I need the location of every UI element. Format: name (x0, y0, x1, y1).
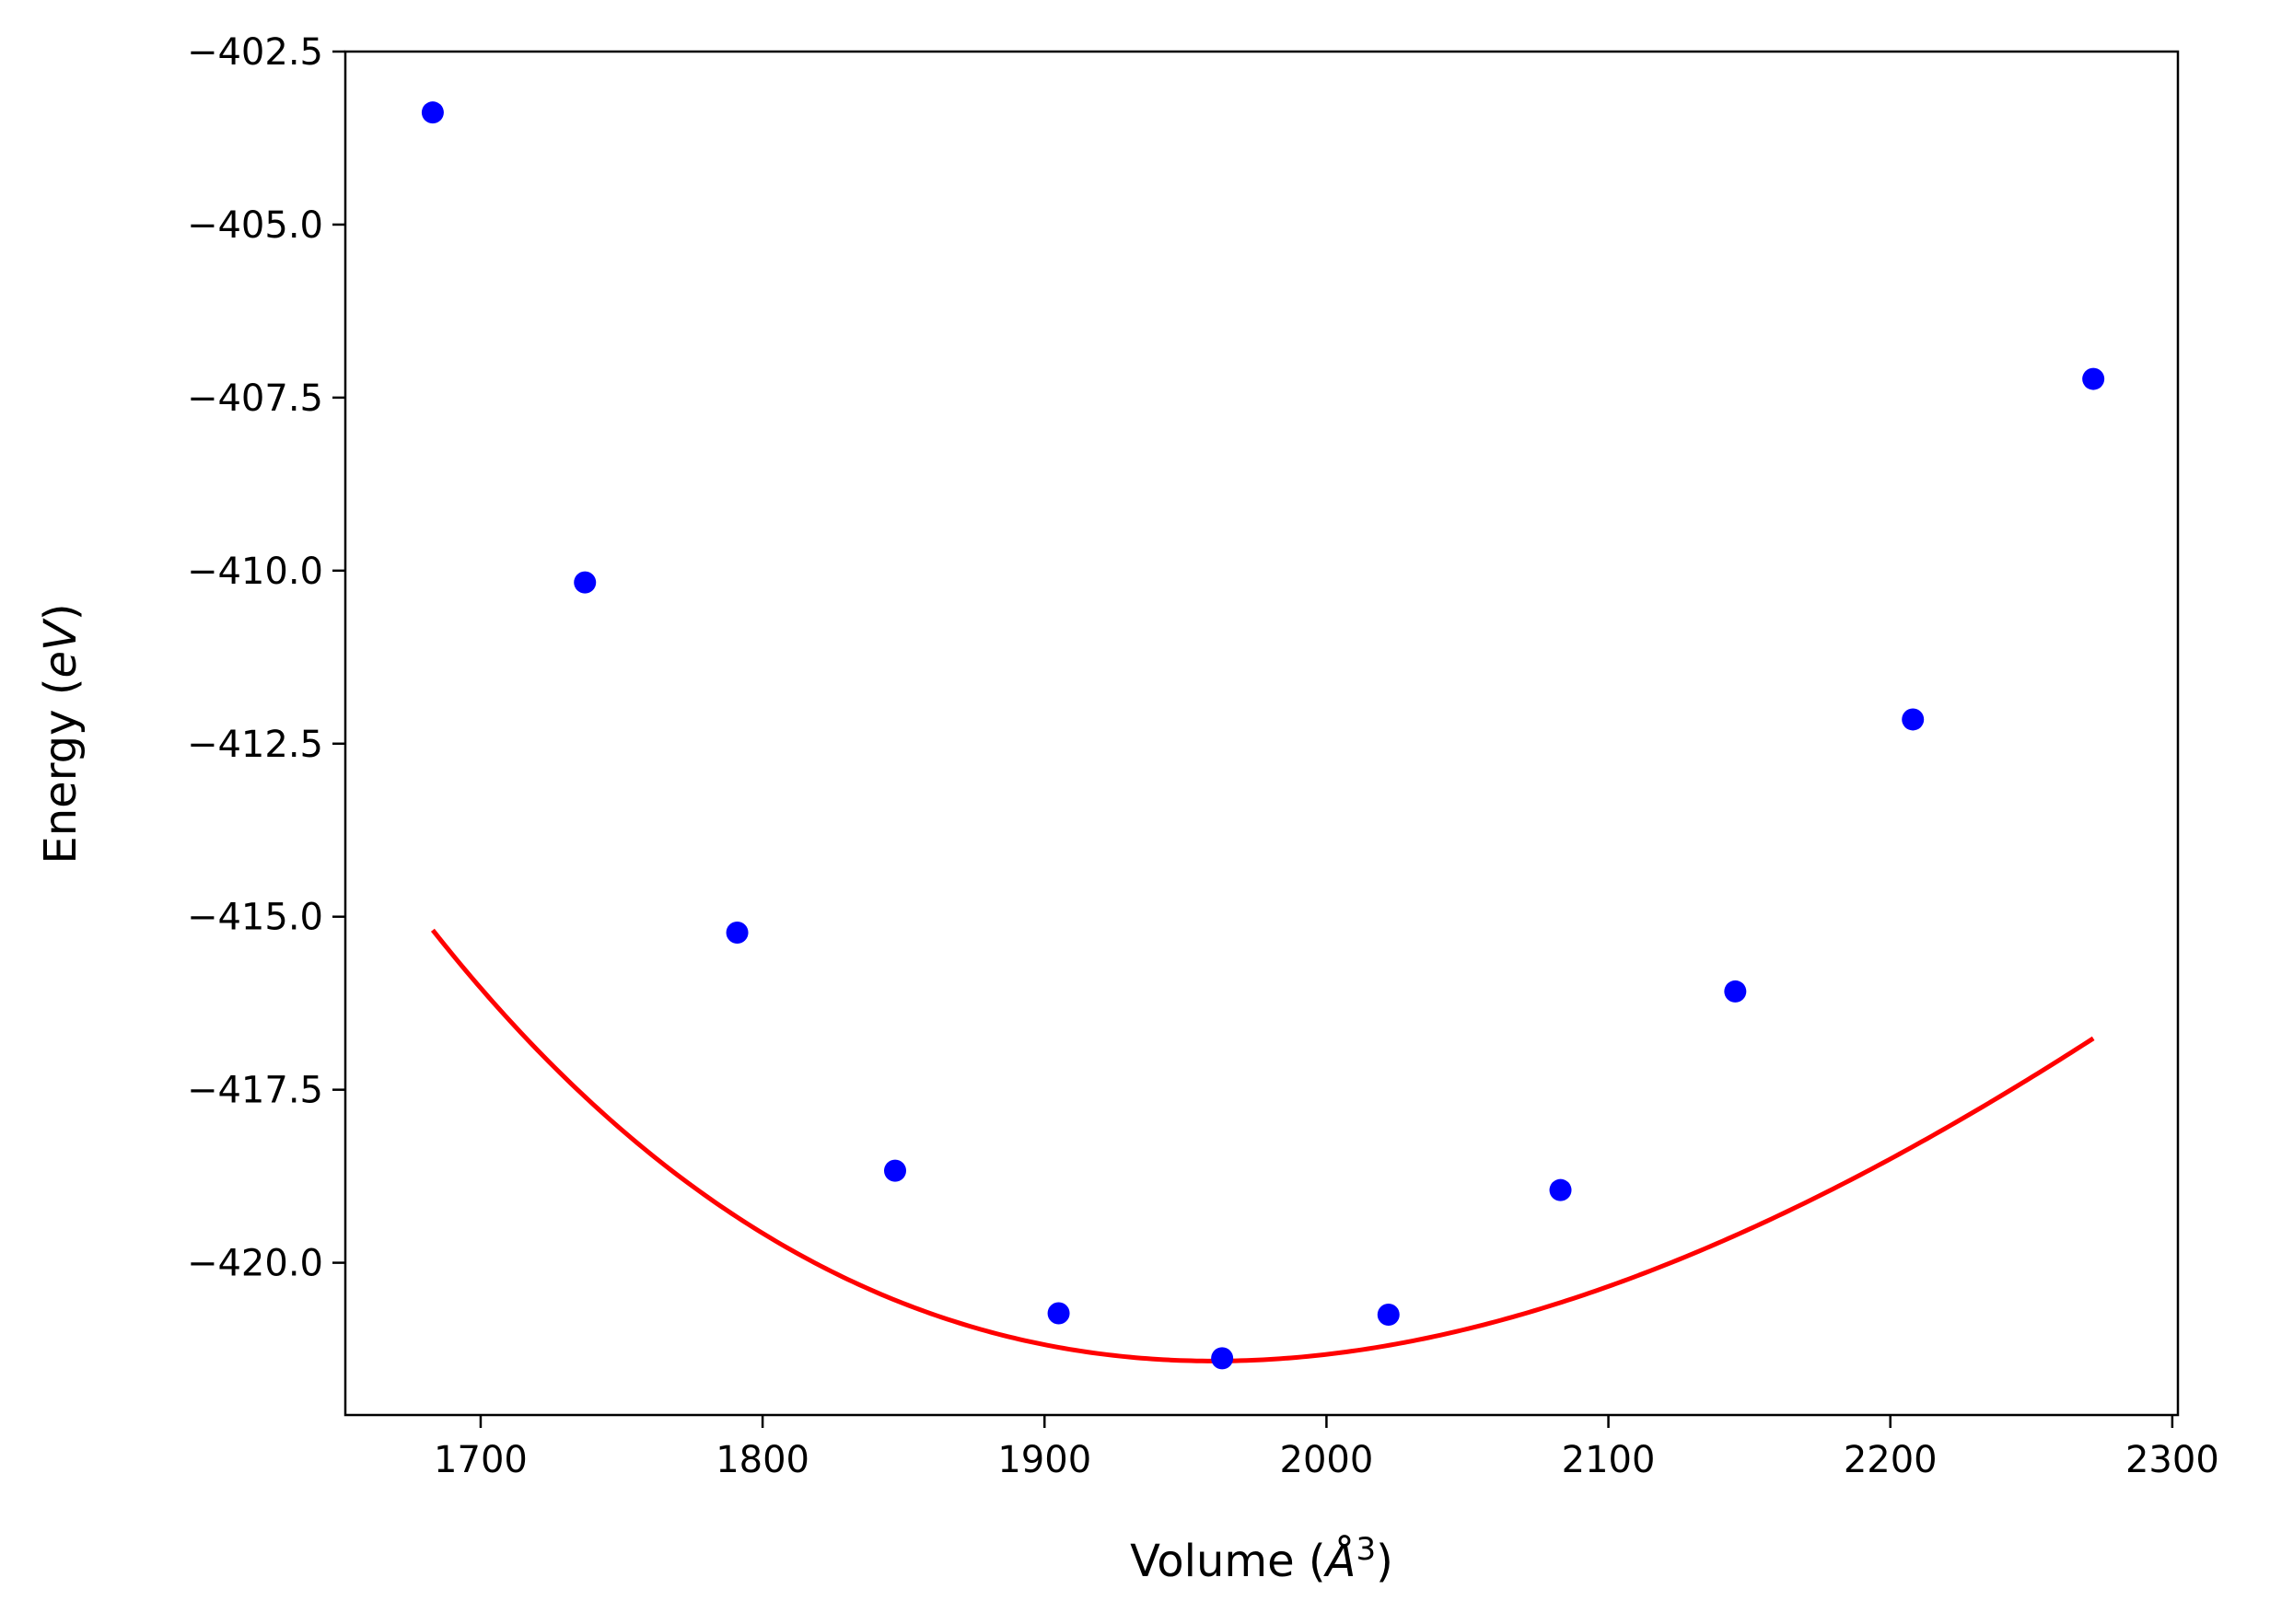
data-point (1211, 1347, 1234, 1370)
x-tick-label: 2100 (1562, 1439, 1656, 1481)
y-tick-label: −402.5 (187, 31, 323, 74)
x-axis-label: Volume (Å3) (1130, 1531, 1393, 1587)
y-tick-label: −407.5 (187, 377, 323, 420)
y-tick-label: −412.5 (187, 724, 323, 766)
y-axis-label: Energy (eV) (35, 603, 87, 864)
plot-frame (343, 50, 2180, 1417)
y-tick-label: −405.0 (187, 204, 323, 247)
data-point (1377, 1303, 1400, 1326)
x-tick-label: 1900 (997, 1439, 1091, 1481)
x-tick-label: 2200 (1844, 1439, 1938, 1481)
x-tick-label: 2000 (1280, 1439, 1374, 1481)
y-tick-label: −417.5 (187, 1070, 323, 1112)
y-axis-ticks: −402.5 −405.0 −407.5 −410.0 −412.5 −415.0 −417… (187, 31, 345, 1285)
y-tick-label: −420.0 (187, 1243, 323, 1285)
data-point (1549, 1178, 1572, 1201)
fit-curve (430, 928, 2095, 1363)
x-axis-ticks: 1700 1800 1900 2000 2100 2200 2300 (434, 1415, 2219, 1481)
data-point (421, 101, 444, 124)
x-tick-label: 2300 (2125, 1439, 2219, 1481)
x-tick-label: 1700 (434, 1439, 528, 1481)
data-point (726, 922, 749, 945)
y-tick-label: −410.0 (187, 551, 323, 593)
data-point (884, 1159, 906, 1182)
x-tick-label: 1800 (716, 1439, 809, 1481)
fit-layer (430, 928, 2095, 1363)
data-point (574, 571, 597, 594)
data-point (2082, 367, 2105, 390)
y-tick-label: −415.0 (187, 897, 323, 939)
data-point (1902, 708, 1925, 731)
data-points (421, 101, 2105, 1370)
data-point (1047, 1302, 1070, 1325)
data-point (1724, 980, 1747, 1003)
